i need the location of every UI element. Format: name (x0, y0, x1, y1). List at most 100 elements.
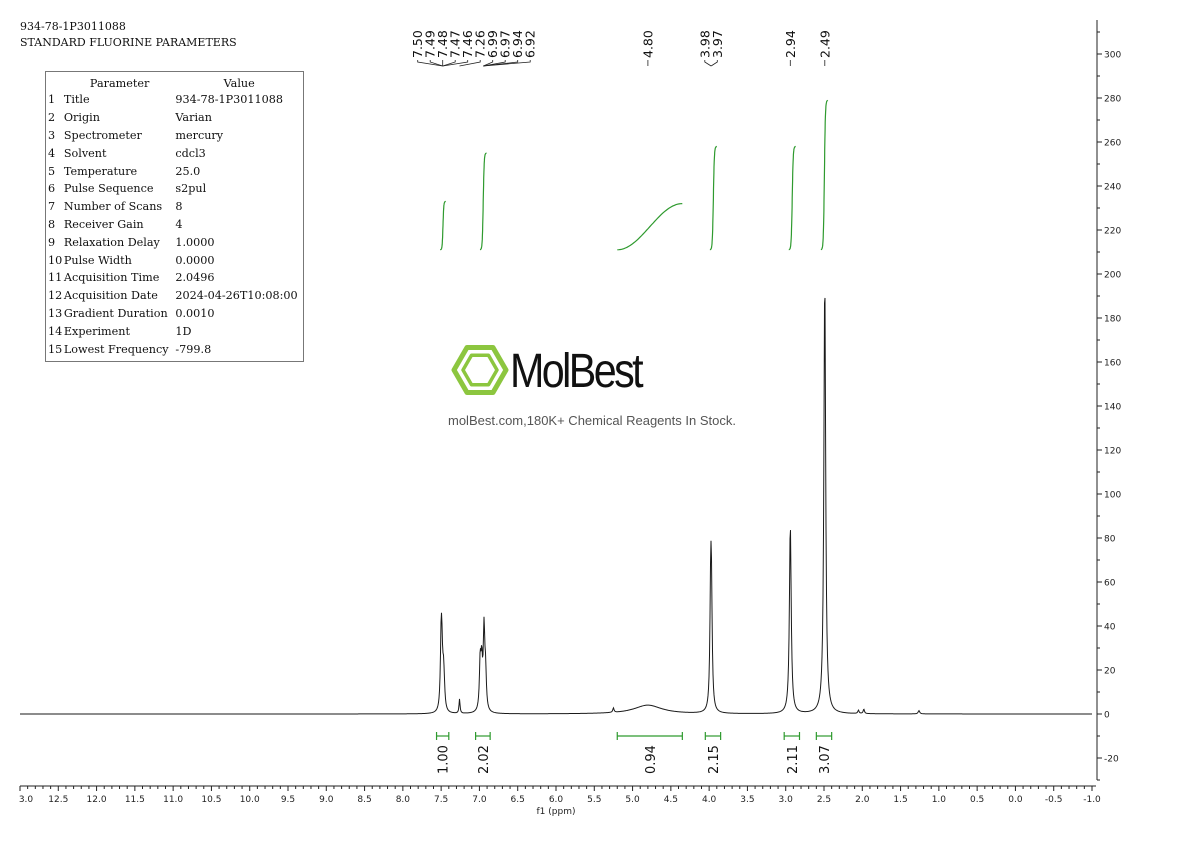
y-tick-label: 0 (1104, 711, 1110, 721)
peak-shift-label: 6.97 (498, 30, 513, 58)
parameter-index: 6 (48, 182, 56, 196)
parameter-row: 3 Spectrometer mercury (48, 127, 303, 145)
column-header-parameter: Parameter (89, 77, 150, 90)
parameter-name: Relaxation Delay (63, 235, 160, 249)
parameter-value: mercury (175, 128, 224, 142)
parameter-row: 11 Acquisition Time 2.0496 (48, 269, 303, 287)
parameter-name: Pulse Sequence (63, 182, 154, 196)
x-tick-label: 5.0 (625, 795, 640, 805)
x-axis: 3.0 12.5 12.0 11.5 11.0 10.5 10.0 9.5 9.0 8.5 8.0 7… (19, 785, 1101, 805)
parameter-name: Origin (63, 111, 100, 125)
parameter-row: 1 Title 934-78-1P3011088 (48, 91, 303, 109)
logo-inner-ring (461, 353, 499, 387)
molbest-logo-icon (451, 345, 509, 395)
parameter-index: 9 (48, 235, 56, 249)
parameter-row: 6 Pulse Sequence s2pul (48, 180, 303, 198)
x-tick-label: 10.5 (201, 795, 221, 805)
y-tick-label: 100 (1104, 491, 1121, 501)
parameter-row: 14 Experiment 1D (48, 322, 303, 340)
parameter-value: 4 (175, 217, 183, 231)
x-tick-label: 3.0 (19, 795, 34, 805)
parameter-row: 7 Number of Scans 8 (48, 198, 303, 216)
parameter-index: 12 (48, 289, 63, 303)
peak-leader-line (483, 60, 531, 67)
y-tick-label: 120 (1104, 447, 1121, 457)
x-tick-label: 9.5 (281, 795, 295, 805)
x-tick-label: 9.0 (319, 795, 334, 805)
x-axis-label: f1 (ppm) (537, 807, 576, 817)
integral-curve (439, 200, 447, 251)
watermark-brand: MolBest (510, 345, 644, 398)
parameter-index: 3 (48, 128, 56, 142)
peak-leader-line (442, 60, 456, 67)
parameter-table-header: Parameter Value (48, 76, 303, 91)
parameter-name: Lowest Frequency (63, 342, 169, 356)
integral-curve (617, 203, 683, 251)
sample-id: 934-78-1P3011088 (20, 20, 126, 33)
y-tick-label: 280 (1104, 95, 1121, 105)
parameter-row: 2 Origin Varian (48, 109, 303, 127)
watermark-tagline: molBest.com,180K+ Chemical Reagents In S… (448, 413, 736, 428)
integral-value-label: 2.02 (477, 745, 492, 774)
parameter-name: Temperature (63, 164, 138, 178)
y-tick-label: 260 (1104, 139, 1121, 149)
parameter-name: Spectrometer (63, 128, 142, 142)
parameter-index: 1 (48, 93, 56, 107)
parameter-row: 9 Relaxation Delay 1.0000 (48, 233, 303, 251)
y-tick-label: 40 (1104, 623, 1116, 633)
x-tick-label: 1.5 (893, 795, 907, 805)
peak-labels: 7.507.497.487.477.467.266.996.976.946.92… (410, 30, 832, 67)
y-tick-label: 80 (1104, 535, 1116, 545)
parameter-index: 2 (48, 111, 56, 125)
y-tick-label: 220 (1104, 227, 1121, 237)
parameter-index: 10 (48, 253, 63, 267)
parameter-name: Solvent (63, 146, 107, 160)
parameter-row: 5 Temperature 25.0 (48, 162, 303, 180)
y-tick-label: 140 (1104, 403, 1121, 413)
x-tick-label: 4.5 (664, 795, 678, 805)
parameter-index: 11 (48, 271, 63, 285)
parameter-index: 7 (48, 200, 56, 214)
parameter-name: Gradient Duration (63, 306, 168, 320)
x-tick-label: 6.0 (549, 795, 564, 805)
integral-curves (439, 99, 829, 251)
parameter-value: Varian (175, 111, 212, 125)
parameter-index: 5 (48, 164, 56, 178)
x-tick-label: 6.5 (511, 795, 525, 805)
y-tick-label: 160 (1104, 359, 1121, 369)
x-tick-label: 7.5 (434, 795, 448, 805)
integral-curve (788, 145, 796, 251)
parameter-name: Acquisition Time (63, 271, 160, 285)
integral-curve (479, 152, 487, 251)
parameter-row: 15 Lowest Frequency -799.8 (48, 340, 303, 358)
y-tick-label: -20 (1104, 755, 1119, 765)
parameter-value: 0.0010 (175, 306, 215, 320)
peak-leader-line (442, 60, 469, 67)
y-tick-label: 180 (1104, 315, 1121, 325)
parameter-name: Receiver Gain (63, 217, 144, 231)
y-tick-label: 60 (1104, 579, 1116, 589)
x-tick-label: -0.5 (1045, 795, 1063, 805)
peak-shift-label: 7.26 (473, 30, 488, 58)
parameter-value: 2024-04-26T10:08:00 (175, 289, 298, 303)
parameter-value: 1D (175, 324, 192, 338)
parameter-table: Parameter Value 1 Title 934-78-1P3011088 2 O… (45, 71, 304, 362)
parameter-name: Experiment (63, 324, 130, 338)
y-tick-label: 200 (1104, 271, 1121, 281)
x-tick-label: 11.5 (125, 795, 145, 805)
x-tick-label: 3.0 (779, 795, 794, 805)
parameter-value: -799.8 (175, 342, 212, 356)
peak-shift-label: 3.97 (710, 30, 725, 58)
x-tick-label: 10.0 (240, 795, 260, 805)
peak-shift-label: 7.49 (423, 30, 438, 58)
peak-shift-label: 7.50 (410, 30, 425, 58)
x-tick-label: 12.0 (87, 795, 107, 805)
x-tick-label: 7.0 (472, 795, 487, 805)
peak-leader-line (483, 60, 506, 67)
y-axis: -20 0 20 40 60 80 100 120 140 160 180 200 220 240 260 2… (1096, 20, 1121, 781)
peak-leader-line (417, 60, 443, 67)
x-tick-label: 1.0 (932, 795, 947, 805)
y-tick-label: 300 (1104, 51, 1121, 61)
spectrum-trace (20, 297, 1092, 715)
